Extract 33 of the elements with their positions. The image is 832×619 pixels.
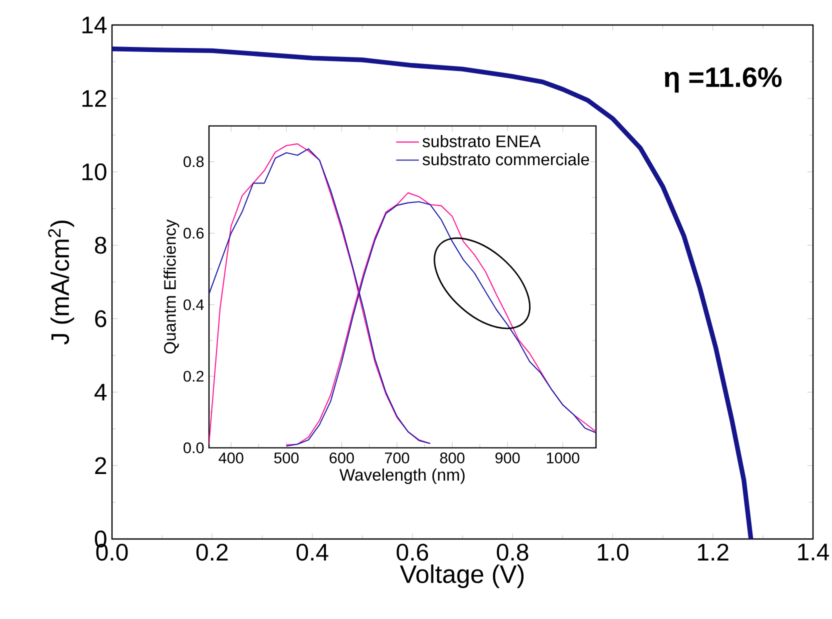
y-tick-label: 6 [95,310,106,328]
x-tick-label: 800 [440,452,464,464]
y-tick-label: 0.2 [184,370,204,382]
x-tick-label: 1.0 [598,544,628,561]
y-tick-label: 12 [82,90,106,107]
x-tick-label: 1000 [546,452,580,464]
x-tick-label: 0.8 [496,544,528,561]
y-axis-title: J (mA/cm$^{2}$) [48,220,74,345]
x-tick-label: 700 [384,452,410,464]
x-axis-title: Voltage (V) [400,564,524,588]
x-tick-label: 1.4 [798,544,829,560]
y-tick-label: 4 [94,384,107,400]
x-tick-label: 900 [495,452,520,464]
x-tick-label: 0.6 [396,544,428,561]
x-tick-label: 400 [218,452,244,464]
x-tick-label: 0.4 [296,544,328,561]
y-tick-label: 2 [95,457,106,474]
x-tick-label: 500 [274,452,299,464]
x-tick-label: 0.2 [196,544,228,561]
y-tick-label: 0.4 [184,299,204,310]
y-axis-title: Quantm Efficiency [164,219,180,354]
y-tick-label: 10 [82,163,106,180]
x-tick-label: 1.2 [698,544,728,560]
y-tick-label: 0.0 [184,442,204,454]
y-tick-label: 0.6 [184,228,204,239]
y-tick-label: 0.8 [184,156,204,168]
y-tick-label: 14 [82,16,107,34]
annotation: η =11.6% [664,67,782,93]
x-tick-label: 600 [330,452,354,464]
legend-label: substrato ENEA [422,135,541,148]
x-axis-title: Wavelength (nm) [339,468,465,484]
y-tick-label: 8 [94,236,106,254]
legend-label: substrato commerciale [422,153,590,166]
